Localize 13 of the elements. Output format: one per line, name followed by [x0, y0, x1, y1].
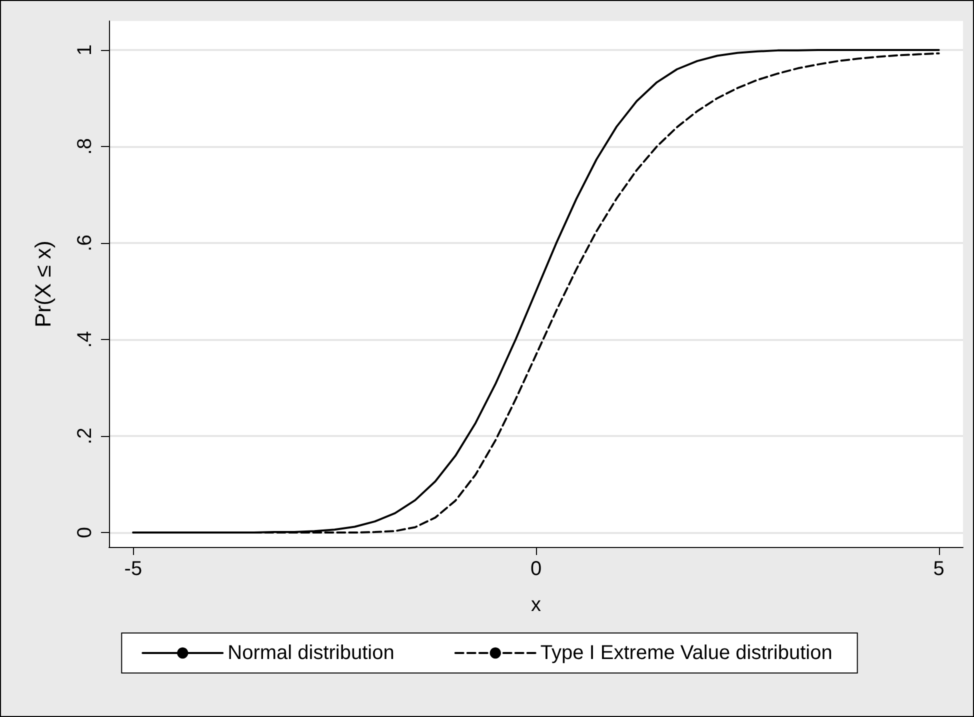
y-tick-label: .8: [74, 138, 96, 155]
x-tick-label: -5: [124, 558, 142, 580]
y-tick-label: 1: [74, 44, 96, 56]
x-tick-label: 5: [933, 558, 944, 580]
y-tick-label: .2: [74, 428, 96, 444]
y-tick-label: .4: [74, 331, 96, 348]
legend-label: Normal distribution: [228, 642, 394, 664]
legend-label: Type I Extreme Value distribution: [540, 642, 832, 664]
y-tick-label: 0: [74, 526, 96, 538]
y-axis-title: Pr(X ≤ x): [30, 240, 56, 328]
x-axis-title: x: [531, 594, 541, 616]
y-tick-label: .6: [74, 234, 96, 252]
x-tick-label: 0: [530, 558, 542, 580]
